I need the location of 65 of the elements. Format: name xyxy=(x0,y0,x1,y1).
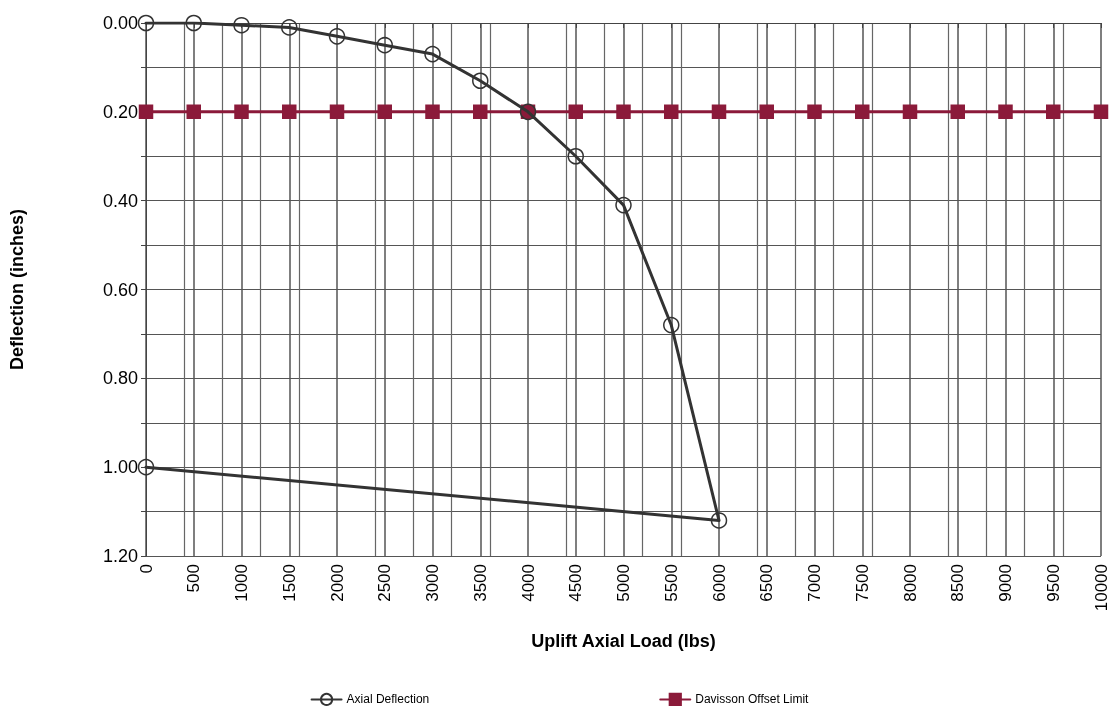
x-tick-label: 6500 xyxy=(757,564,777,602)
x-tick-label: 5000 xyxy=(614,564,633,602)
point xyxy=(138,104,154,120)
x-tick-label: 2000 xyxy=(327,564,347,602)
y-tick-label: 0.20 xyxy=(102,101,138,122)
x-tick-label: 9000 xyxy=(996,564,1015,602)
point xyxy=(473,104,488,120)
point xyxy=(281,19,298,36)
point xyxy=(424,45,441,63)
x-tick-label: 4500 xyxy=(566,564,586,602)
x-tick-label: 5500 xyxy=(661,564,681,602)
point xyxy=(329,104,345,120)
y-tick-label: 0.60 xyxy=(102,279,138,300)
x-tick-label: 1000 xyxy=(232,564,251,602)
point xyxy=(663,316,680,334)
point xyxy=(616,104,631,120)
point xyxy=(664,104,679,120)
point xyxy=(185,14,202,32)
point xyxy=(710,512,728,529)
point xyxy=(376,36,393,54)
point xyxy=(472,72,489,89)
point xyxy=(233,16,250,34)
y-tick-label: 1.00 xyxy=(102,457,138,478)
x-tick-label: 7000 xyxy=(805,564,824,602)
y-tick-label: 0.00 xyxy=(102,13,138,33)
legend-label: Axial Deflection xyxy=(346,692,430,707)
x-tick-label: 7500 xyxy=(852,564,872,602)
x-tick-label: 3000 xyxy=(423,564,442,602)
point xyxy=(998,104,1013,120)
point xyxy=(425,104,440,120)
x-tick-label: 9500 xyxy=(1043,564,1063,602)
x-tick-label: 0 xyxy=(136,564,156,574)
x-tick-label: 10000 xyxy=(1091,564,1111,612)
point xyxy=(807,104,822,120)
y-axis-title: Deflection (inches) xyxy=(7,208,27,371)
y-tick-label: 0.80 xyxy=(102,368,138,389)
point xyxy=(186,104,201,120)
point xyxy=(234,104,249,120)
point xyxy=(568,104,583,120)
x-tick-label: 2500 xyxy=(375,564,395,602)
point xyxy=(759,104,774,120)
y-tick-label: 0.40 xyxy=(102,190,138,211)
x-tick-label: 500 xyxy=(184,564,204,593)
x-tick-label: 6000 xyxy=(709,564,729,602)
x-tick-label: 4000 xyxy=(518,564,538,602)
point xyxy=(137,14,155,32)
point xyxy=(137,458,155,476)
point xyxy=(1046,104,1061,120)
x-tick-label: 8000 xyxy=(900,564,920,602)
point xyxy=(711,104,727,120)
point xyxy=(1093,104,1109,120)
point xyxy=(855,104,870,120)
point xyxy=(282,104,297,120)
legend-label: Davisson Offset Limit xyxy=(695,692,810,707)
x-tick-label: 1500 xyxy=(279,564,299,602)
point xyxy=(377,104,392,120)
x-tick-label: 8500 xyxy=(948,564,968,602)
point xyxy=(902,104,918,120)
point xyxy=(328,28,346,45)
y-tick-label: 1.20 xyxy=(102,546,138,566)
point xyxy=(567,148,584,165)
point xyxy=(615,196,632,214)
x-axis-title: Uplift Axial Load (lbs) xyxy=(531,631,716,651)
point xyxy=(950,104,965,120)
x-tick-label: 3500 xyxy=(470,564,490,602)
